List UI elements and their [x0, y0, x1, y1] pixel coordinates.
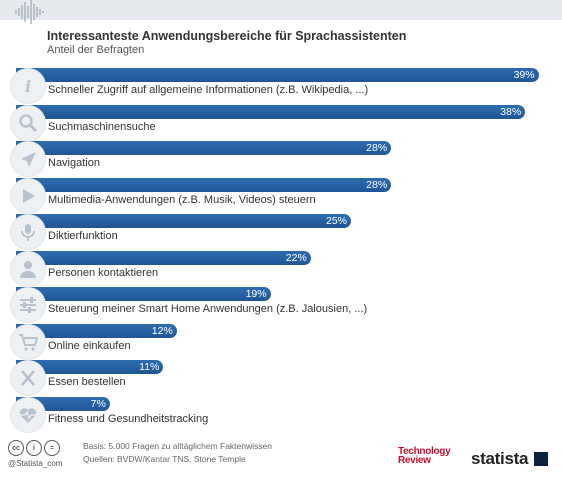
bar-row: 28% Multimedia-Anwendungen (z.B. Musik, V… — [0, 177, 562, 214]
bar — [16, 323, 177, 338]
creative-commons-icons: cc i = — [8, 440, 60, 456]
bar-row: i 39% Schneller Zugriff auf allgemeine Inf… — [0, 67, 562, 104]
bar-value-label: 7% — [90, 397, 106, 410]
basis-text: Basis: 5.000 Fragen zu alltäglichem Fakt… — [83, 441, 272, 451]
bar — [16, 360, 164, 374]
play-icon — [10, 177, 46, 214]
heartbeat-icon — [10, 396, 46, 433]
cc-icon: cc — [8, 440, 24, 456]
bar-value-label: 39% — [513, 69, 535, 81]
category-label: Steuerung meiner Smart Home Anwendungen … — [48, 303, 368, 315]
bar — [16, 287, 271, 301]
category-label: Multimedia-Anwendungen (z.B. Musik, Vide… — [48, 193, 316, 206]
bar-row: 38% Suchmaschinensuche — [0, 104, 562, 141]
bar-row: 25% Diktierfunktion — [0, 213, 562, 250]
navigation-arrow-icon — [10, 141, 46, 177]
bar-row: 11% Essen bestellen — [0, 359, 562, 396]
bar-value-label: 28% — [366, 142, 388, 154]
attribution-icon: i — [26, 440, 42, 456]
sliders-icon — [10, 287, 46, 323]
svg-text:i: i — [25, 77, 31, 96]
bar-value-label: 38% — [500, 105, 522, 118]
chart-subtitle: Anteil der Befragten — [47, 44, 145, 56]
statista-handle: @Statista_com — [8, 459, 63, 468]
category-label: Essen bestellen — [48, 376, 126, 388]
statista-logo: statista — [471, 449, 529, 468]
category-label: Navigation — [48, 157, 100, 169]
soundwave-icon — [15, 0, 44, 24]
bar-row: 22% Personen kontaktieren — [0, 250, 562, 287]
bar — [16, 214, 351, 228]
bar-row: 12% Online einkaufen — [0, 323, 562, 360]
bar-value-label: 11% — [139, 361, 160, 373]
bar — [16, 104, 526, 119]
category-label: Diktierfunktion — [48, 230, 118, 242]
magnifier-icon — [10, 104, 46, 141]
bar-value-label: 22% — [285, 251, 307, 264]
technology-review-logo: Technology Review — [398, 446, 451, 466]
person-icon — [10, 250, 46, 287]
chart-title: Interessanteste Anwendungsbereiche für S… — [47, 29, 407, 43]
bar-value-label: 19% — [245, 288, 267, 300]
category-label: Fitness und Gesundheitstracking — [48, 412, 209, 425]
info-icon: i — [10, 68, 46, 104]
cutlery-icon — [10, 360, 46, 396]
bar-value-label: 28% — [366, 178, 388, 191]
bar — [16, 177, 392, 192]
bar — [16, 141, 392, 155]
category-label: Suchmaschinensuche — [48, 120, 156, 133]
footer: cc i = @Statista_com Basis: 5.000 Fragen… — [0, 434, 562, 477]
bar — [16, 250, 311, 265]
bar-value-label: 12% — [151, 324, 173, 337]
bar-value-label: 25% — [325, 215, 347, 227]
bar-row: 7% Fitness und Gesundheitstracking — [0, 396, 562, 433]
statista-logo-mark — [534, 452, 548, 466]
bar-row: 19% Steuerung meiner Smart Home Anwendung… — [0, 286, 562, 323]
header-band — [0, 0, 562, 20]
no-derivatives-icon: = — [44, 440, 60, 456]
category-label: Personen kontaktieren — [48, 266, 159, 279]
category-label: Online einkaufen — [48, 339, 131, 352]
category-label: Schneller Zugriff auf allgemeine Informa… — [48, 84, 369, 96]
sources-text: Quellen: BVDW/Kantar TNS, Stone Temple — [83, 454, 246, 464]
bar — [16, 68, 539, 82]
bar-row: 28% Navigation — [0, 140, 562, 177]
source-note: Basis: 5.000 Fragen zu alltäglichem Fakt… — [83, 440, 272, 466]
shopping-cart-icon — [10, 323, 46, 360]
microphone-icon — [10, 214, 46, 250]
